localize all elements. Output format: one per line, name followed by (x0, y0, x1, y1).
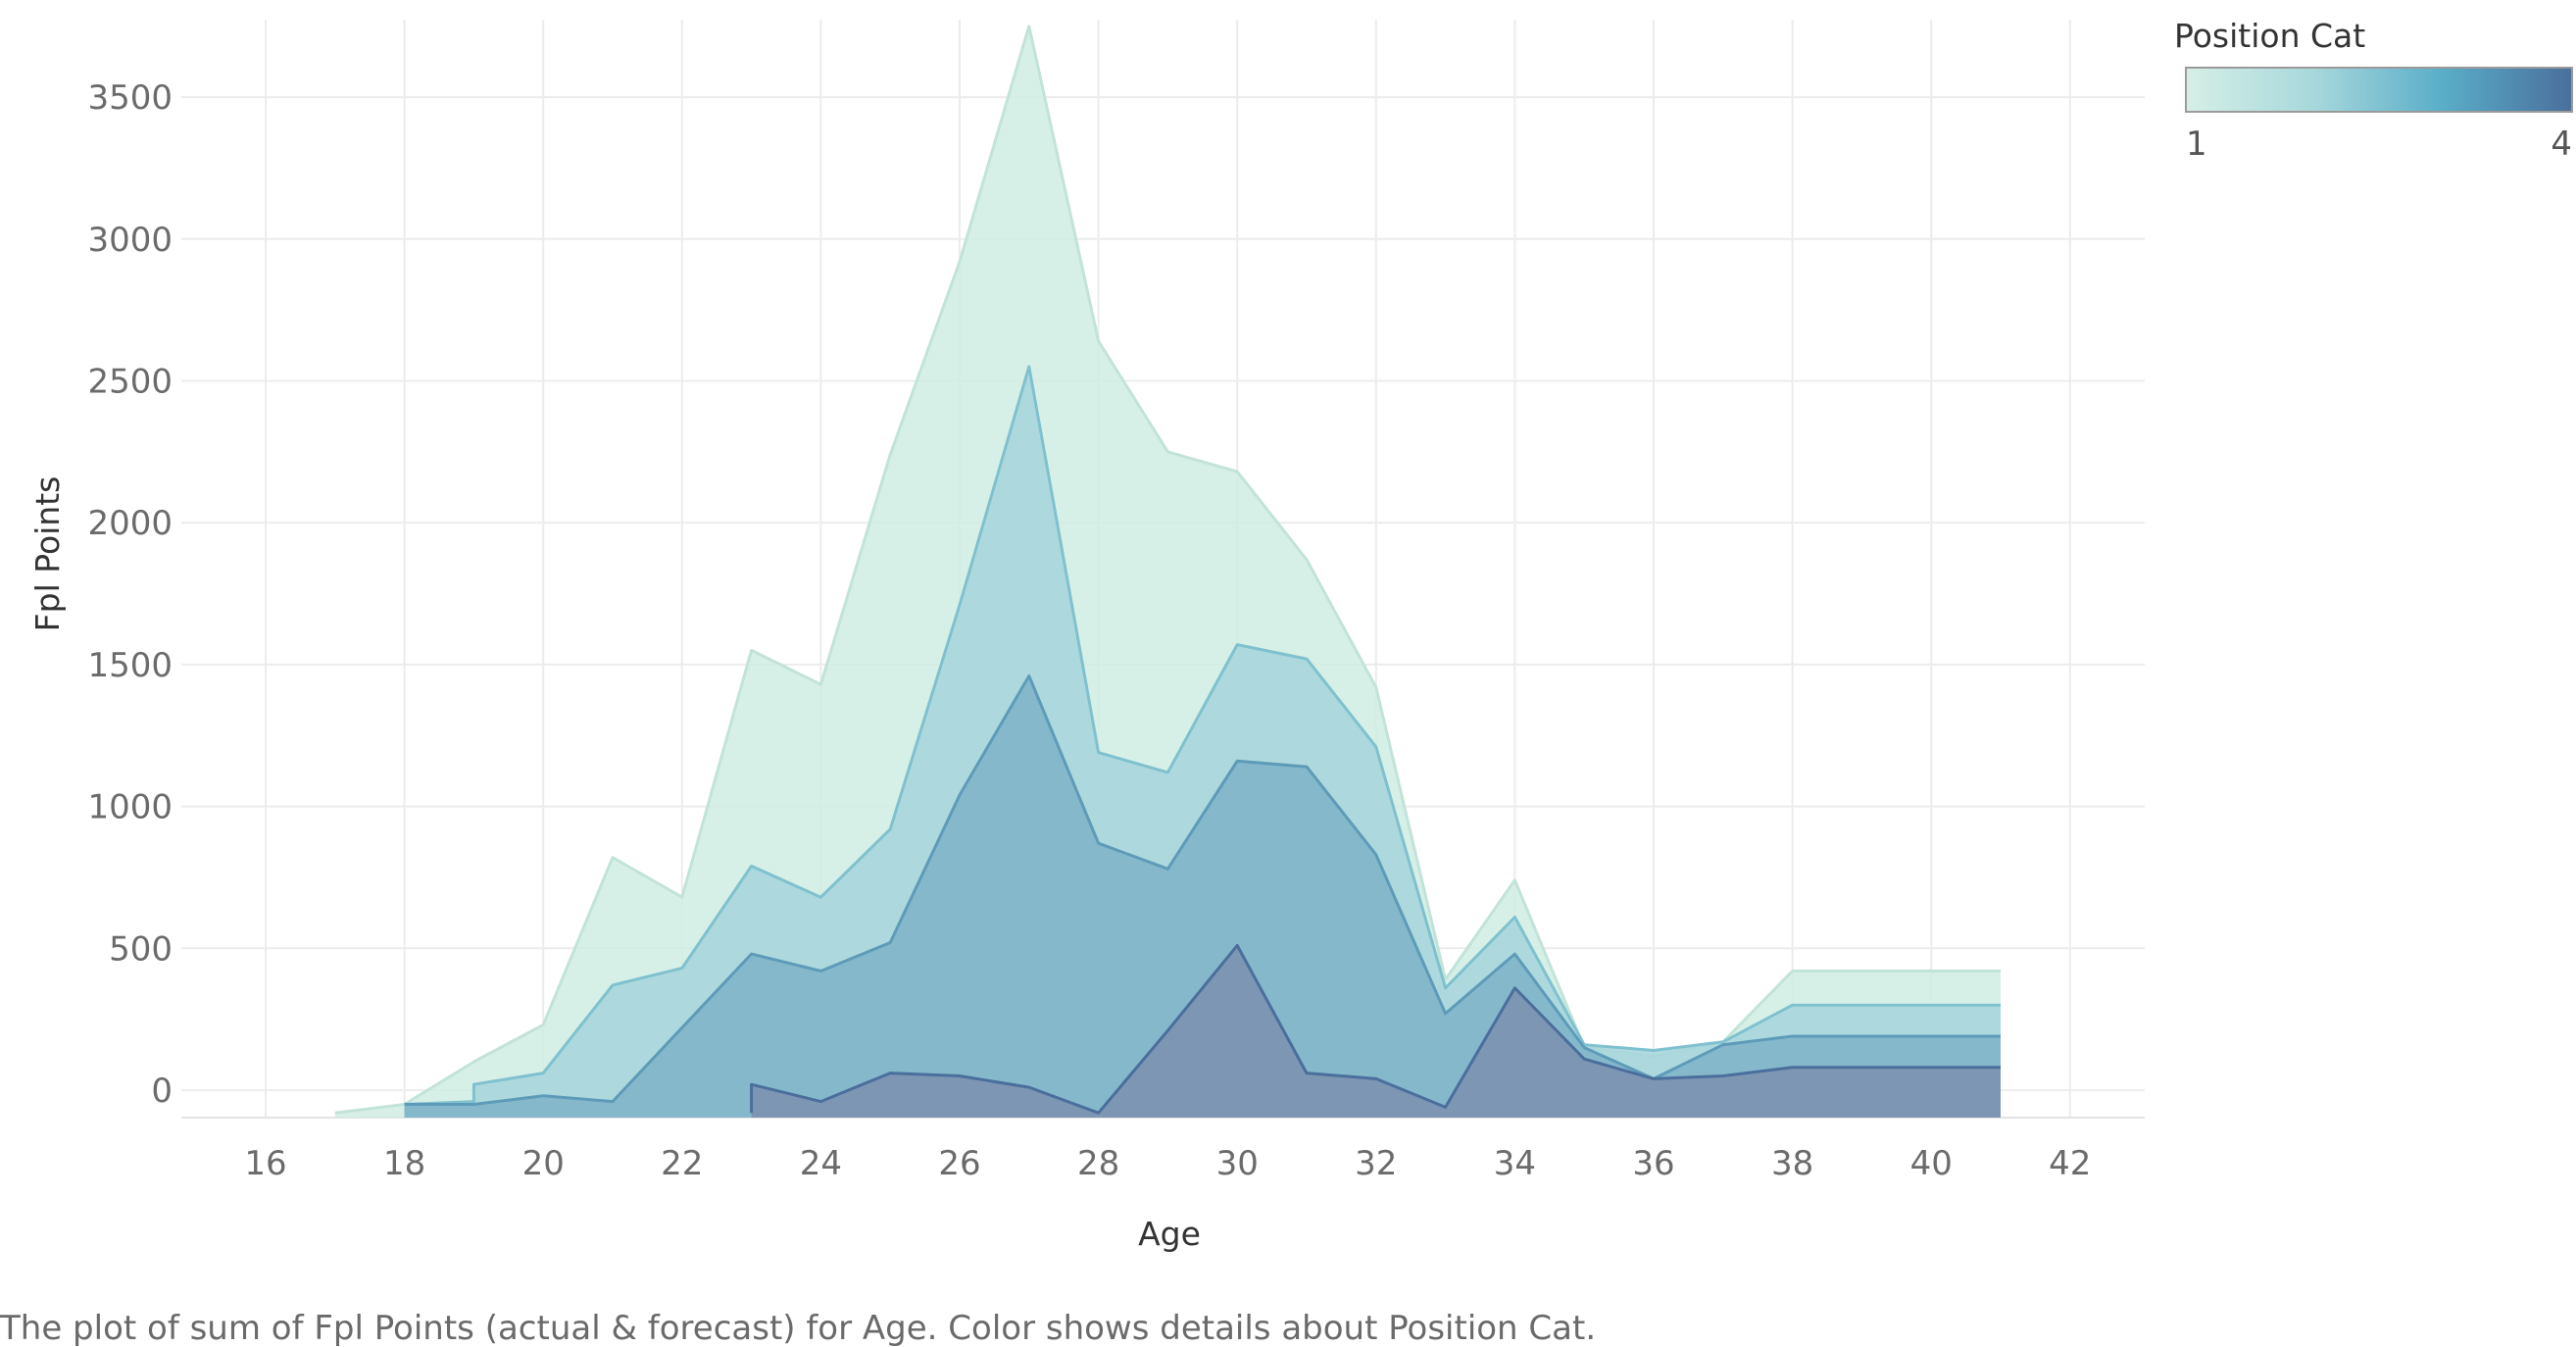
x-axis-title: Age (1138, 1215, 1201, 1253)
x-tick-label: 32 (1355, 1144, 1397, 1183)
x-tick-label: 30 (1216, 1144, 1259, 1183)
y-tick-label: 2000 (87, 504, 173, 543)
y-tick-label: 3000 (87, 221, 173, 260)
x-tick-label: 36 (1632, 1144, 1674, 1183)
legend: Position Cat 1 4 (2174, 17, 2573, 164)
x-axis-ticks: 16 18 20 22 24 26 28 30 32 34 36 38 40 42 (244, 1144, 2091, 1183)
x-tick-label: 42 (2049, 1144, 2091, 1183)
y-axis-title: Fpl Points (28, 476, 67, 632)
area-series (334, 25, 2002, 1118)
area-series-3 (404, 675, 2002, 1118)
x-tick-label: 28 (1077, 1144, 1119, 1183)
legend-color-ramp (2185, 67, 2573, 113)
x-tick-label: 24 (800, 1144, 842, 1183)
x-tick-label: 34 (1494, 1144, 1536, 1183)
area-series-4 (751, 945, 2001, 1118)
y-tick-label: 1500 (87, 646, 173, 685)
x-tick-label: 40 (1910, 1144, 1953, 1183)
area-outline-4 (750, 943, 2001, 1115)
area-outline-2 (404, 365, 2001, 1106)
y-axis-ticks: 0 500 1000 1500 2000 2500 3000 3500 (87, 78, 173, 1111)
legend-min-label: 1 (2186, 125, 2207, 164)
area-series-2 (404, 367, 2002, 1118)
x-tick-label: 26 (938, 1144, 980, 1183)
x-tick-label: 16 (244, 1144, 286, 1183)
area-series-1 (334, 25, 2001, 1118)
x-tick-label: 38 (1771, 1144, 1813, 1183)
y-tick-label: 0 (151, 1072, 173, 1111)
x-tick-label: 18 (383, 1144, 425, 1183)
legend-max-label: 4 (2551, 125, 2572, 164)
legend-title: Position Cat (2174, 17, 2365, 55)
x-tick-label: 20 (522, 1144, 565, 1183)
chart-caption: The plot of sum of Fpl Points (actual & … (0, 1309, 1596, 1347)
y-tick-label: 2500 (87, 363, 173, 402)
y-tick-label: 1000 (87, 788, 173, 827)
area-outline-3 (404, 674, 2001, 1106)
y-tick-label: 500 (109, 929, 173, 969)
y-tick-label: 3500 (87, 78, 173, 118)
x-tick-label: 22 (661, 1144, 703, 1183)
